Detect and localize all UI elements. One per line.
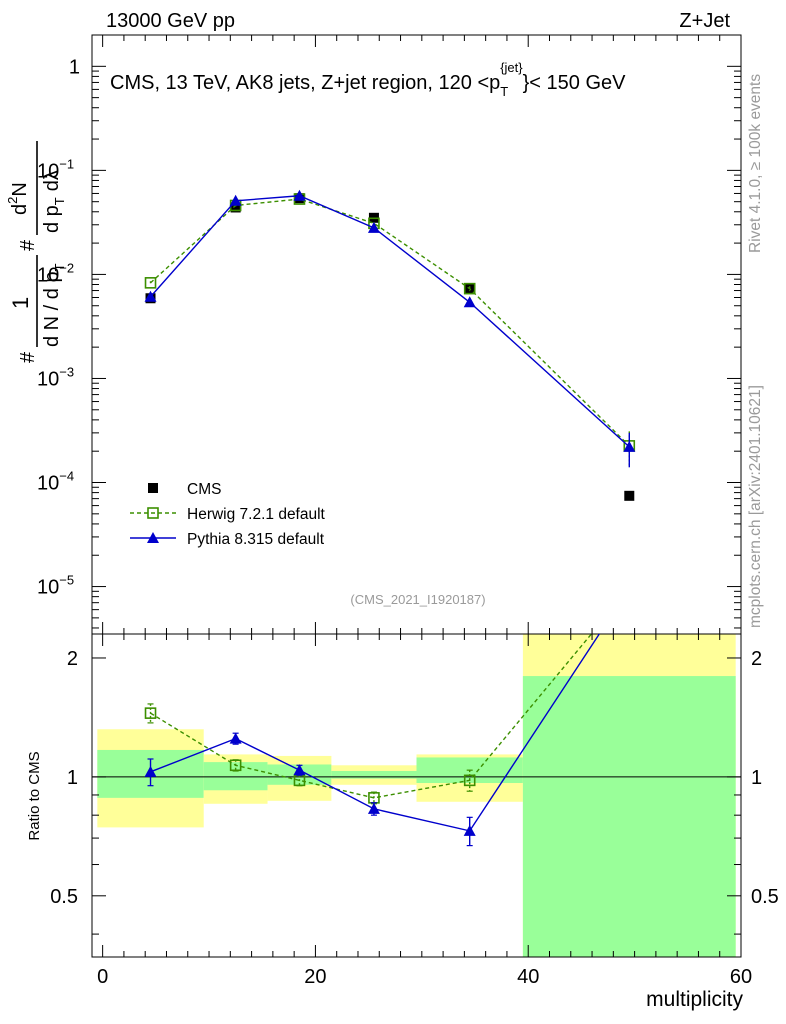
watermark: (CMS_2021_I1920187) <box>350 592 485 607</box>
title-main: CMS, 13 TeV, AK8 jets, Z+jet region, 120… <box>110 72 500 94</box>
ylabel-dlam: dλ <box>41 170 63 191</box>
legend-label-pythia: Pythia 8.315 default <box>187 531 325 548</box>
ratio-panel-frame <box>91 633 742 958</box>
series-cms <box>145 193 635 501</box>
ylabel-den: d N / d pT <box>41 263 67 347</box>
x-axis-title: multiplicity <box>646 988 743 1011</box>
ylabel-num-N: N <box>9 182 31 196</box>
y-tick-exp: −3 <box>59 364 74 379</box>
y-tick-exp: −2 <box>59 260 74 275</box>
ratio-ylabel: Ratio to CMS <box>26 751 43 840</box>
y-tick-exp: −5 <box>59 573 74 588</box>
ratio-tick-label-right: 0.5 <box>751 886 779 908</box>
ratio-line-pythia <box>150 634 601 832</box>
ylabel-num: d2N <box>5 182 31 215</box>
series-pythia <box>144 189 636 468</box>
legend: CMS Herwig 7.2.1 default Pythia 8.315 defa… <box>130 481 326 548</box>
y-tick-base: 10 <box>37 368 59 390</box>
line-pythia <box>149 195 630 448</box>
ratio-point-pythia <box>367 802 380 814</box>
point-pythia <box>623 440 636 452</box>
ylabel-den-sub: T <box>52 263 67 271</box>
ylabel-one: 1 <box>8 297 33 309</box>
header-left: 13000 GeV pp <box>106 10 235 32</box>
header-right: Z+Jet <box>679 10 730 32</box>
ratio-point-pythia <box>293 764 306 776</box>
y-tick-label: 10−1 <box>37 156 74 182</box>
y-tick-base: 10 <box>37 160 59 182</box>
series-herwig <box>144 193 636 468</box>
y-tick-base: 10 <box>37 577 59 599</box>
rivet-label: Rivet 4.1.0, ≥ 100k events <box>747 74 764 253</box>
x-tick-label: 0 <box>97 966 108 988</box>
legend-marker-cms <box>148 483 158 493</box>
point-pythia <box>229 194 242 206</box>
ylabel-den2: d pTdλ <box>41 170 67 233</box>
band-inner-5 <box>522 676 736 957</box>
point-cms <box>624 490 635 501</box>
x-tick-label: 40 <box>517 966 539 988</box>
ratio-point-herwig <box>463 774 476 787</box>
band-inner-3 <box>331 770 417 779</box>
y-tick-label: 10−4 <box>37 469 74 495</box>
y-tick-label: 10−3 <box>37 364 74 390</box>
chart-title: CMS, 13 TeV, AK8 jets, Z+jet region, 120… <box>110 60 626 99</box>
legend-label-cms: CMS <box>187 481 221 498</box>
x-tick-label: 20 <box>304 966 326 988</box>
y-tick-label: 10−2 <box>37 260 74 286</box>
point-herwig <box>463 282 476 295</box>
y-tick-exp: −1 <box>59 156 74 171</box>
ratio-series-pythia <box>144 634 601 847</box>
y-tick-base: 10 <box>37 264 59 286</box>
ratio-tick-label-left: 1 <box>67 767 78 789</box>
ylabel-num-d: d <box>9 204 31 215</box>
point-pythia <box>367 221 380 233</box>
ylabel-den2-sub: T <box>52 197 67 205</box>
ratio-tick-label-right: 1 <box>751 767 762 789</box>
ylabel-num-sup: 2 <box>5 197 20 204</box>
legend-marker-pythia <box>147 532 159 543</box>
ratio-bands <box>97 634 736 957</box>
y-tick-label: 10−5 <box>37 573 74 599</box>
point-pythia <box>144 290 157 302</box>
legend-label-herwig: Herwig 7.2.1 default <box>187 506 326 523</box>
ratio-tick-label-right: 2 <box>751 648 762 670</box>
y-tick-exp: −4 <box>59 469 74 484</box>
point-herwig <box>144 277 157 289</box>
ratio-point-pythia <box>463 824 476 836</box>
ratio-tick-label-left: 0.5 <box>50 886 78 908</box>
ratio-point-herwig <box>229 759 242 772</box>
ylabel-den2-text: d p <box>41 205 63 233</box>
x-tick-label: 60 <box>730 966 752 988</box>
series <box>144 189 636 847</box>
band-inner-1 <box>203 762 268 791</box>
ylabel-den-text: d N / d p <box>41 271 63 347</box>
ratio-point-pythia <box>229 732 242 744</box>
point-pythia <box>293 189 306 201</box>
y-tick-base: 10 <box>37 473 59 495</box>
y-axis-title: # 1 d N / d pT # d2N d pTdλ <box>5 141 67 363</box>
title-sub: T <box>500 84 508 99</box>
title-end: }< 150 GeV <box>523 72 627 94</box>
ratio-tick-label-left: 2 <box>67 648 78 670</box>
legend-marker-herwig <box>147 507 159 519</box>
ylabel-hash-1: # <box>17 351 39 363</box>
ratio-point-pythia <box>144 765 157 777</box>
ratio-point-herwig <box>144 707 157 719</box>
title-sup: {jet} <box>500 60 523 75</box>
point-cms <box>230 202 241 213</box>
y-tick-label: 1 <box>69 56 80 78</box>
ylabel-hash-2: # <box>17 239 39 251</box>
mcplots-label: mcplots.cern.ch [arXiv:2401.10621] <box>747 385 764 628</box>
line-herwig <box>150 198 630 447</box>
point-pythia <box>463 296 476 308</box>
